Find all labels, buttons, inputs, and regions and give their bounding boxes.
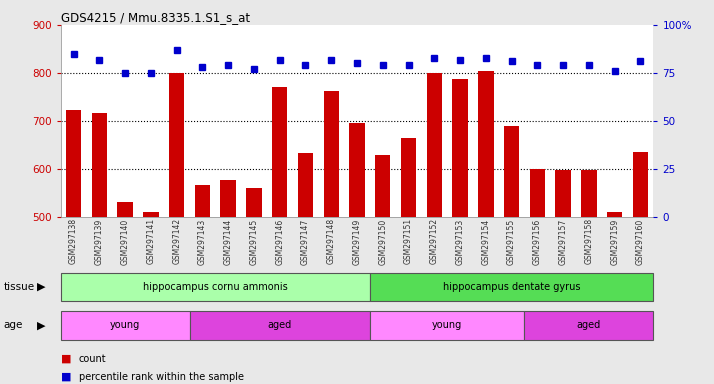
Bar (143, 212, 159, 217)
Text: tissue: tissue (4, 282, 35, 292)
Bar (298, 153, 313, 217)
Bar (375, 155, 391, 217)
Text: ■: ■ (61, 372, 71, 382)
Bar (401, 138, 416, 217)
Text: age: age (4, 320, 23, 331)
Bar (323, 91, 339, 217)
Text: aged: aged (268, 320, 292, 331)
Bar (504, 126, 519, 217)
Bar (530, 169, 545, 217)
Bar (189, 311, 370, 340)
Bar (221, 180, 236, 217)
Text: percentile rank within the sample: percentile rank within the sample (79, 372, 243, 382)
Bar (370, 311, 525, 340)
Bar (426, 73, 442, 217)
Bar (117, 202, 133, 217)
Text: young: young (432, 320, 462, 331)
Bar (66, 111, 81, 217)
Bar (349, 123, 365, 217)
Text: ■: ■ (61, 354, 71, 364)
Text: count: count (79, 354, 106, 364)
Text: young: young (110, 320, 140, 331)
Bar (61, 273, 370, 301)
Bar (581, 170, 597, 217)
Bar (246, 188, 261, 217)
Bar (61, 311, 189, 340)
Bar (169, 73, 184, 217)
Bar (195, 185, 210, 217)
Text: hippocampus dentate gyrus: hippocampus dentate gyrus (443, 282, 580, 292)
Bar (91, 113, 107, 217)
Bar (607, 212, 623, 217)
Bar (633, 152, 648, 217)
Bar (478, 71, 493, 217)
Text: ▶: ▶ (37, 320, 46, 331)
Text: hippocampus cornu ammonis: hippocampus cornu ammonis (143, 282, 288, 292)
Bar (453, 79, 468, 217)
Bar (272, 88, 288, 217)
Bar (555, 170, 571, 217)
Text: aged: aged (577, 320, 601, 331)
Bar (370, 273, 653, 301)
Text: ▶: ▶ (37, 282, 46, 292)
Bar (525, 311, 653, 340)
Text: GDS4215 / Mmu.8335.1.S1_s_at: GDS4215 / Mmu.8335.1.S1_s_at (61, 12, 250, 25)
